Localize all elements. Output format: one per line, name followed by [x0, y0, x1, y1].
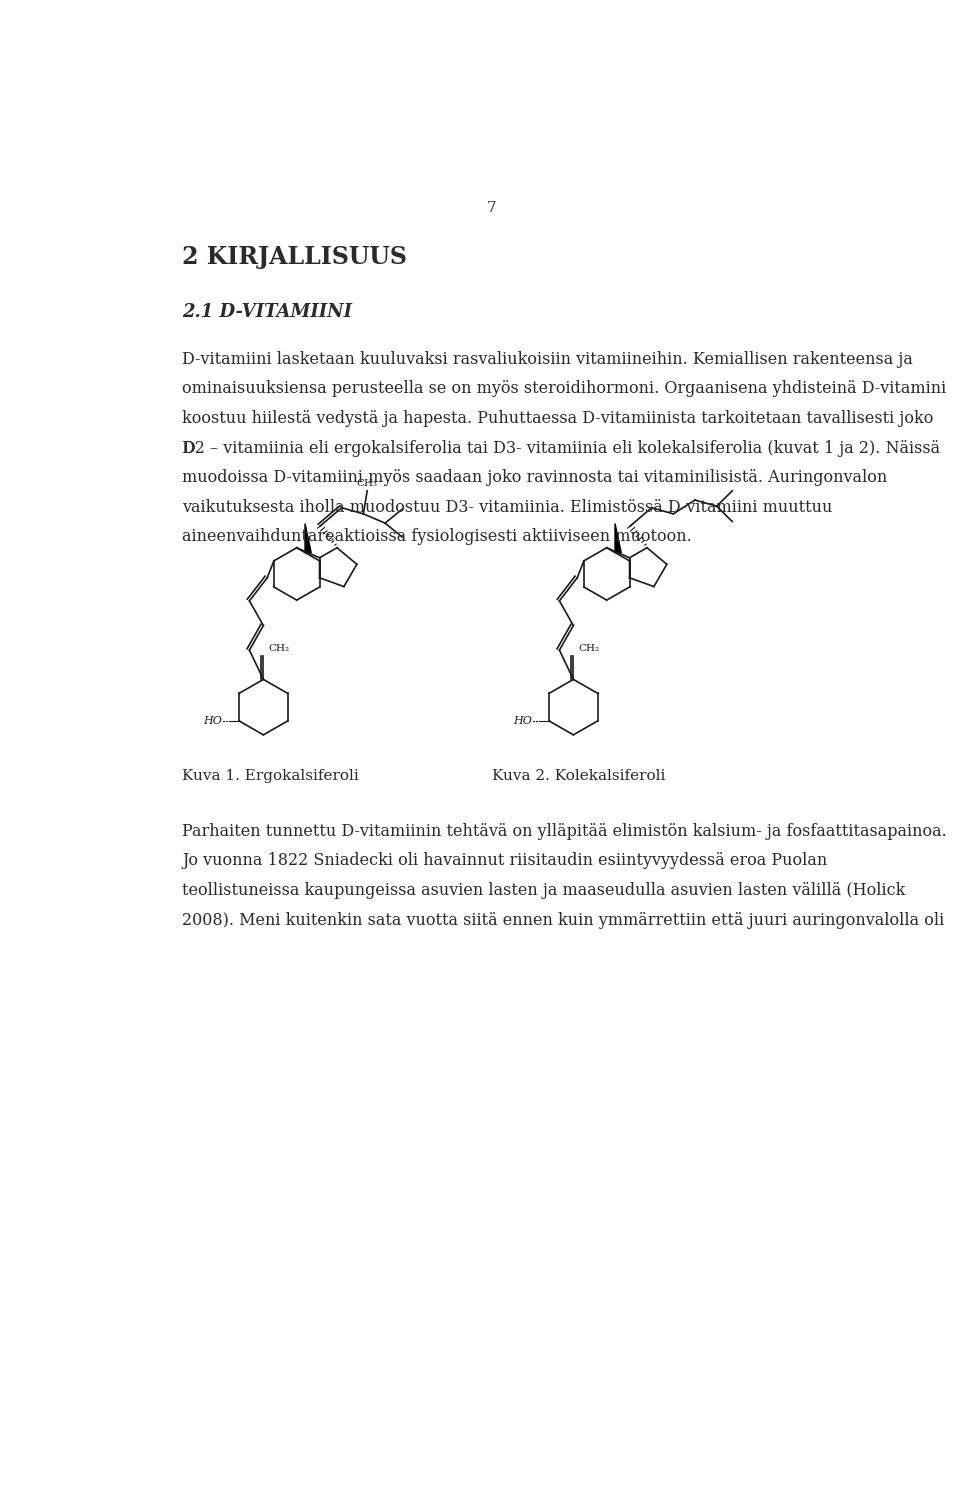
Text: Parhaiten tunnettu D-vitamiinin tehtävä on ylläpitää elimistön kalsium- ja fosfa: Parhaiten tunnettu D-vitamiinin tehtävä …	[182, 823, 947, 839]
Text: teollistuneissa kaupungeissa asuvien lasten ja maaseudulla asuvien lasten välill: teollistuneissa kaupungeissa asuvien las…	[182, 883, 905, 899]
Text: CH₂: CH₂	[578, 644, 599, 653]
Text: Jo vuonna 1822 Sniadecki oli havainnut riisitaudin esiintyvyydessä eroa Puolan: Jo vuonna 1822 Sniadecki oli havainnut r…	[182, 853, 828, 869]
Text: HO: HO	[514, 716, 532, 726]
Text: muodoissa D-vitamiini myös saadaan joko ravinnosta tai vitaminilisistä. Auringon: muodoissa D-vitamiini myös saadaan joko …	[182, 470, 887, 486]
Text: ominaisuuksiensa perusteella se on myös steroidihormoni. Orgaanisena yhdisteinä : ominaisuuksiensa perusteella se on myös …	[182, 380, 947, 397]
Text: 2.1 D-VITAMIINI: 2.1 D-VITAMIINI	[182, 303, 352, 321]
Text: D: D	[182, 440, 195, 456]
Polygon shape	[615, 523, 621, 553]
Text: Kuva 1. Ergokalsiferoli: Kuva 1. Ergokalsiferoli	[182, 769, 359, 783]
Text: D-vitamiini lasketaan kuuluvaksi rasvaliukoisiin vitamiineihin. Kemiallisen rake: D-vitamiini lasketaan kuuluvaksi rasvali…	[182, 350, 913, 368]
Text: aineenvaihduntareaktioissa fysiologisesti aktiiviseen muotoon.: aineenvaihduntareaktioissa fysiologisest…	[182, 528, 692, 546]
Text: D2 – vitamiinia eli ergokalsiferolia tai D3- vitamiinia eli kolekalsiferolia (ku: D2 – vitamiinia eli ergokalsiferolia tai…	[182, 440, 940, 456]
Text: vaikutuksesta iholla muodostuu D3- vitamiinia. Elimistössä D-vitamiini muuttuu: vaikutuksesta iholla muodostuu D3- vitam…	[182, 499, 832, 516]
Text: Kuva 2. Kolekalsiferoli: Kuva 2. Kolekalsiferoli	[492, 769, 665, 783]
Text: HO: HO	[204, 716, 222, 726]
Text: CH₂: CH₂	[268, 644, 289, 653]
Text: 2008). Meni kuitenkin sata vuotta siitä ennen kuin ymmärrettiin että juuri aurin: 2008). Meni kuitenkin sata vuotta siitä …	[182, 911, 945, 929]
Text: CH₃: CH₃	[357, 479, 377, 488]
Polygon shape	[305, 523, 311, 553]
Text: 2 KIRJALLISUUS: 2 KIRJALLISUUS	[182, 245, 407, 270]
Text: koostuu hiilestä vedystä ja hapesta. Puhuttaessa D-vitamiinista tarkoitetaan tav: koostuu hiilestä vedystä ja hapesta. Puh…	[182, 410, 933, 426]
Text: 7: 7	[487, 201, 497, 215]
